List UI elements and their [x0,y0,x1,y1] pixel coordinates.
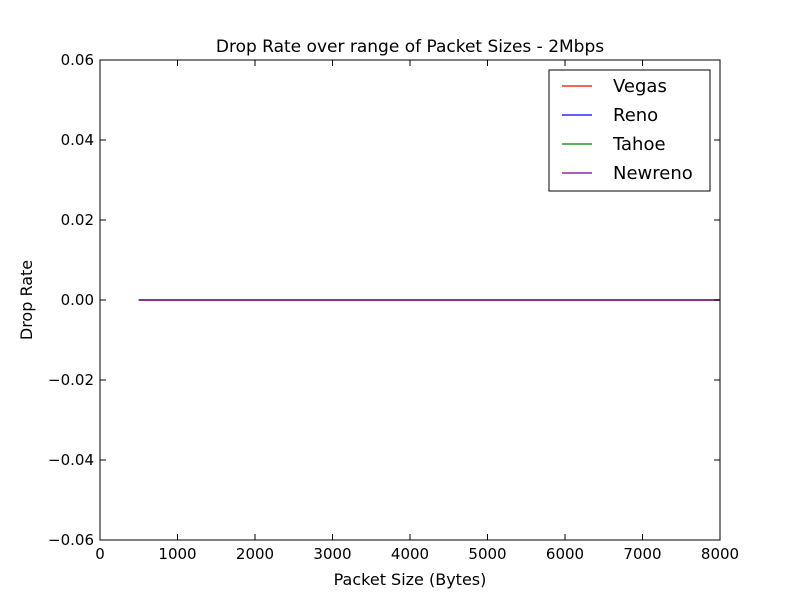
x-tick-label: 7000 [623,545,661,563]
y-tick-label: 0.00 [61,291,94,309]
legend-box [548,69,711,192]
y-tick-label: 0.02 [61,211,94,229]
x-tick-label: 1000 [158,545,196,563]
legend-label-reno: Reno [613,105,658,126]
chart-title: Drop Rate over range of Packet Sizes - 2… [216,37,604,57]
legend: Vegas Reno Tahoe Newreno [548,69,711,192]
y-tick-label: −0.02 [48,371,94,389]
y-tick-label: 0.04 [61,131,94,149]
y-tick-label: −0.04 [48,451,94,469]
y-axis-label: Drop Rate [17,260,36,340]
legend-label-vegas: Vegas [613,76,667,97]
x-tick-label: 5000 [468,545,506,563]
y-tick-label: −0.06 [48,531,94,549]
x-tick-label: 3000 [313,545,351,563]
legend-label-tahoe: Tahoe [612,134,666,155]
x-tick-label: 4000 [391,545,429,563]
x-tick-label: 6000 [546,545,584,563]
x-tick-label: 8000 [701,545,739,563]
x-axis: 0 1000 2000 3000 4000 5000 6000 7000 8000 [95,60,739,563]
x-axis-label: Packet Size (Bytes) [334,570,487,589]
y-axis: −0.06 −0.04 −0.02 0.00 0.02 0.04 0.06 [48,51,720,549]
x-tick-label: 0 [95,545,105,563]
legend-label-newreno: Newreno [613,163,693,184]
x-tick-label: 2000 [236,545,274,563]
y-tick-label: 0.06 [61,51,94,69]
